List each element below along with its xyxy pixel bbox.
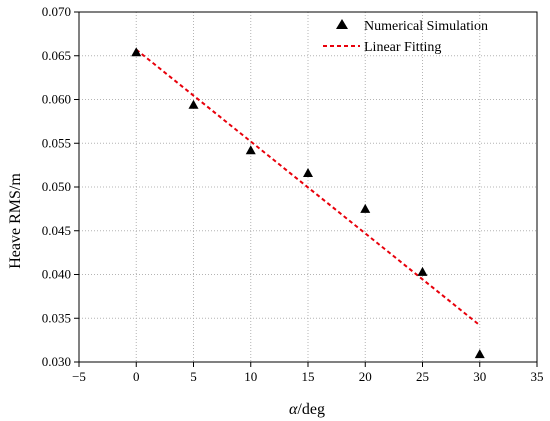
x-tick-label: 0: [133, 369, 140, 384]
x-tick-label: −5: [72, 369, 86, 384]
series-layer: [131, 47, 485, 359]
x-tick-label: 25: [416, 369, 429, 384]
data-point-triangle: [303, 168, 313, 177]
data-point-triangle: [131, 47, 142, 57]
x-tick-label: 30: [473, 369, 486, 384]
linear-fit-line: [135, 48, 481, 327]
legend: Numerical Simulation Linear Fitting: [323, 19, 488, 55]
x-axis-label: α/deg: [289, 401, 325, 418]
x-tick-label: 10: [244, 369, 257, 384]
data-point-triangle: [474, 349, 485, 359]
y-tick-label: 0.035: [42, 310, 71, 325]
x-axis-label-symbol: α: [289, 401, 298, 418]
y-tick-label: 0.055: [42, 135, 71, 150]
data-point-triangle: [417, 266, 428, 276]
data-point-triangle: [188, 99, 199, 109]
y-axis-label: Heave RMS/m: [7, 173, 24, 269]
y-tick-label: 0.065: [42, 48, 71, 63]
y-tick-label: 0.040: [42, 267, 71, 282]
legend-label-linear-fitting: Linear Fitting: [364, 40, 441, 55]
data-point-triangle: [245, 145, 256, 155]
x-axis-label-unit: /deg: [297, 401, 325, 418]
axis-ticks: −5 0 5 10 15 20 25 30 35 0.030 0.035 0.040 0.045 0.05…: [42, 4, 544, 384]
x-tick-label: 15: [302, 369, 315, 384]
y-tick-label: 0.045: [42, 223, 71, 238]
y-tick-label: 0.030: [42, 354, 71, 369]
x-tick-label: 35: [531, 369, 544, 384]
y-tick-label: 0.070: [42, 4, 71, 19]
y-tick-label: 0.060: [42, 92, 71, 107]
data-point-triangle: [360, 203, 371, 213]
legend-label-numerical-simulation: Numerical Simulation: [364, 19, 488, 34]
x-tick-label: 20: [359, 369, 372, 384]
y-tick-label: 0.050: [42, 179, 71, 194]
legend-triangle-marker: [336, 19, 348, 29]
x-tick-label: 5: [190, 369, 197, 384]
